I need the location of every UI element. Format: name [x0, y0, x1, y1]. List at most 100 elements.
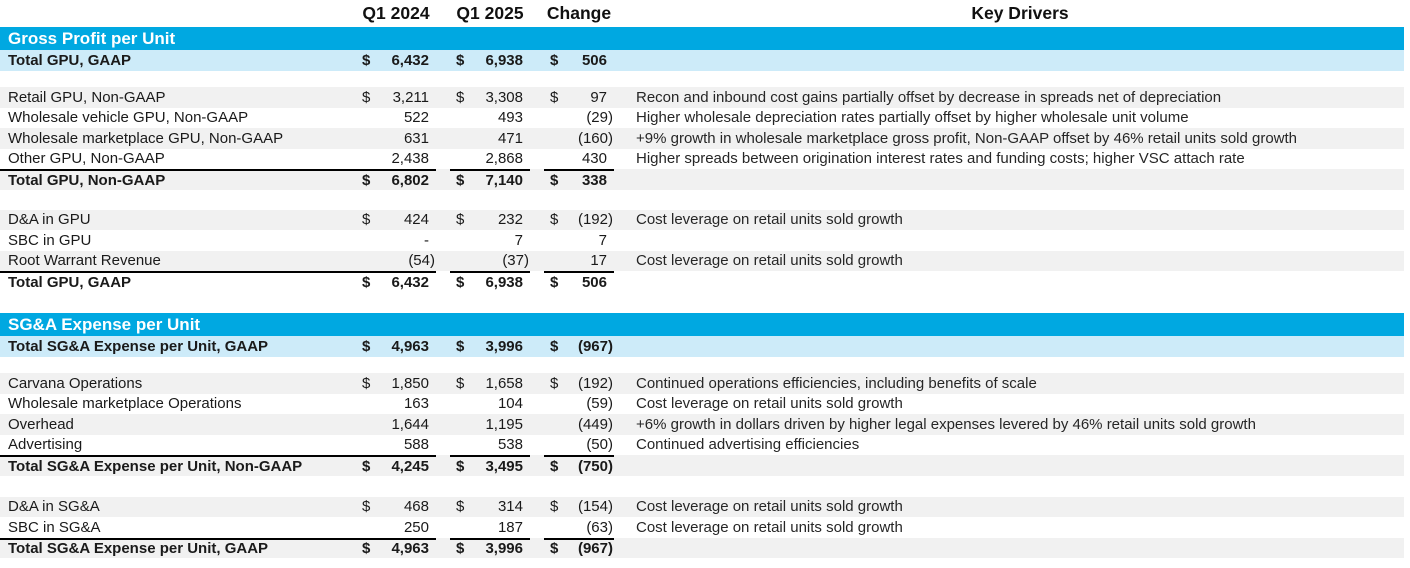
- dollar-sign: $: [550, 540, 559, 558]
- dollar-sign: $: [456, 338, 465, 355]
- gpu-nongaap-block: Retail GPU, Non-GAAP $3,211 $3,308 $97 R…: [0, 87, 1404, 190]
- total-row-gpu-nongaap: Total GPU, Non-GAAP $6,802 $7,140 $338: [0, 169, 1404, 190]
- q1-2025-value: 3,495: [485, 457, 523, 475]
- dollar-sign: $: [550, 211, 559, 229]
- key-driver-text: +6% growth in dollars driven by higher l…: [636, 415, 1256, 433]
- change-value: (192): [577, 374, 613, 392]
- dollar-sign: $: [550, 52, 559, 69]
- q1-2025-value: 232: [497, 211, 523, 229]
- row-label: Total GPU, Non-GAAP: [0, 169, 356, 190]
- change-cell: 430: [544, 149, 614, 170]
- q1-2024-cell: -: [356, 230, 436, 251]
- q1-2024-cell: 588: [356, 435, 436, 456]
- change-value: 506: [581, 52, 607, 69]
- q1-2025-cell: $7,140: [450, 169, 530, 190]
- row-label: Wholesale marketplace Operations: [8, 395, 242, 413]
- q1-2024-value: 2,438: [391, 150, 429, 168]
- change-value: (59): [586, 395, 613, 413]
- table-row: Other GPU, Non-GAAP 2,438 2,868 430 High…: [0, 149, 1404, 170]
- section-header-gross-profit: Gross Profit per Unit: [0, 27, 1404, 50]
- q1-2025-value: 538: [497, 436, 523, 454]
- q1-2025-value: 7,140: [485, 171, 523, 189]
- q1-2024-cell: 163: [356, 394, 436, 415]
- key-driver-text: Continued advertising efficiencies: [636, 436, 860, 454]
- change-value: (63): [586, 518, 613, 536]
- change-cell: $ (192): [544, 373, 614, 394]
- q1-2025-cell: 471: [450, 128, 530, 149]
- q1-2025-cell: 104: [450, 394, 530, 415]
- section-gap: [0, 190, 1404, 210]
- q1-2024-cell: 522: [356, 108, 436, 129]
- q1-2025-value: 3,308: [485, 88, 523, 106]
- dollar-sign: $: [362, 498, 371, 516]
- section-title: Gross Profit per Unit: [8, 28, 176, 48]
- change-value: 17: [590, 252, 607, 270]
- change-cell: $97: [544, 87, 614, 108]
- table-row: Wholesale marketplace GPU, Non-GAAP 631 …: [0, 128, 1404, 149]
- q1-2025-cell: $3,996: [450, 537, 530, 559]
- q1-2025-value: 187: [497, 518, 523, 536]
- change-cell: (59): [544, 394, 614, 415]
- change-cell: (160): [544, 128, 614, 149]
- row-label: Carvana Operations: [8, 374, 143, 392]
- table-row: Carvana Operations $1,850 $1,658 $ (192) …: [0, 373, 1404, 394]
- q1-2025-value: 493: [497, 109, 523, 127]
- row-label: Wholesale marketplace GPU, Non-GAAP: [8, 129, 284, 147]
- q1-2025-value: 3,996: [485, 540, 523, 558]
- key-driver-text: [614, 271, 1404, 292]
- change-cell: (29): [544, 108, 614, 129]
- row-label: Overhead: [8, 415, 74, 433]
- q1-2025-cell: 493: [450, 108, 530, 129]
- column-header-q1-2025: Q1 2025: [456, 2, 524, 23]
- change-value: (50): [586, 436, 613, 454]
- q1-2025-cell: (37): [450, 251, 530, 272]
- dollar-sign: $: [456, 374, 465, 392]
- change-cell: $ (967): [544, 336, 614, 357]
- change-cell: $338: [544, 169, 614, 190]
- q1-2025-cell: 187: [450, 517, 530, 538]
- dollar-sign: $: [362, 211, 371, 229]
- key-driver-text: [614, 538, 1404, 559]
- key-driver-text: Higher spreads between origination inter…: [636, 150, 1245, 168]
- q1-2025-cell: 1,195: [450, 414, 530, 435]
- q1-2024-value: 6,432: [391, 52, 429, 69]
- change-value: (967): [577, 540, 613, 558]
- row-label: D&A in GPU: [8, 211, 91, 229]
- section-header-sga: SG&A Expense per Unit: [0, 313, 1404, 336]
- dollar-sign: $: [456, 540, 465, 558]
- header-spacer: [0, 0, 356, 27]
- q1-2024-value: 4,963: [391, 540, 429, 558]
- row-label: D&A in SG&A: [8, 498, 100, 516]
- column-header-key-drivers: Key Drivers: [971, 2, 1069, 23]
- key-driver-text: Continued operations efficiencies, inclu…: [636, 374, 1037, 392]
- table-row: Wholesale vehicle GPU, Non-GAAP 522 493 …: [0, 108, 1404, 129]
- row-label: Total GPU, GAAP: [0, 271, 356, 292]
- dollar-sign: $: [550, 498, 559, 516]
- dollar-sign: $: [456, 273, 465, 291]
- dollar-sign: $: [362, 540, 371, 558]
- key-driver-text: [614, 230, 1404, 251]
- key-driver-text: [614, 50, 1404, 71]
- key-driver-text: Cost leverage on retail units sold growt…: [636, 498, 903, 516]
- q1-2025-value: 6,938: [485, 273, 523, 291]
- q1-2025-value: 2,868: [485, 150, 523, 168]
- q1-2024-cell: $6,432: [356, 50, 436, 71]
- q1-2025-value: 6,938: [485, 52, 523, 69]
- change-value: (750): [577, 457, 613, 475]
- change-cell: $ (750): [544, 455, 614, 476]
- q1-2025-cell: $3,996: [450, 336, 530, 357]
- q1-2024-value: 163: [403, 395, 429, 413]
- key-driver-text: [614, 455, 1404, 476]
- change-value: 97: [590, 88, 607, 106]
- column-header-change: Change: [546, 2, 612, 23]
- q1-2024-cell: $1,850: [356, 373, 436, 394]
- change-value: (160): [577, 129, 613, 147]
- q1-2025-cell: $6,938: [450, 50, 530, 71]
- row-label: Wholesale vehicle GPU, Non-GAAP: [8, 109, 249, 127]
- change-value: (967): [577, 338, 613, 355]
- change-value: 430: [581, 150, 607, 168]
- dollar-sign: $: [550, 88, 559, 106]
- change-cell: $ (967): [544, 537, 614, 559]
- change-value: (154): [577, 498, 613, 516]
- dollar-sign: $: [550, 457, 559, 475]
